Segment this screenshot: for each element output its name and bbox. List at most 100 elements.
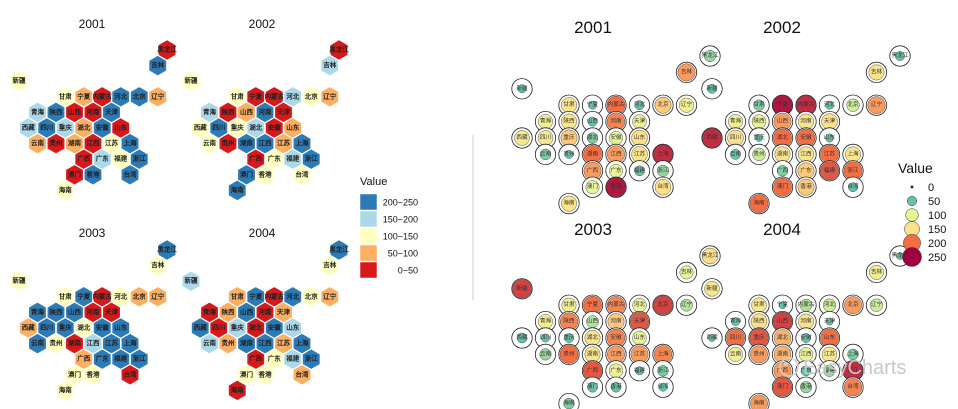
bubble-label: 河北 [824,300,836,308]
bubble-point [701,247,719,265]
hex-cell [83,301,103,324]
hex-cell-label: 西藏 [194,123,208,132]
bubble-label: 山东 [634,133,646,141]
hex-cell-label: 甘肃 [231,91,245,100]
hex-cell [93,348,112,370]
bubble-label: 江西 [800,150,812,157]
hex-cell [93,317,112,339]
hex-cell-label: 安徽 [96,123,110,132]
hex-cell [283,86,302,108]
hex-cell-label: 北京 [133,291,147,300]
hex-panel-title: 2001 [79,17,106,31]
hex-cell-label: 澳门 [240,169,254,178]
hex-cell [200,132,219,155]
hex-cell-label: 黑龙江 [157,245,177,254]
bubble-label: 甘肃 [563,300,575,308]
bubble-label: 云南 [540,349,552,357]
hex-cell-label: 重庆 [231,323,245,332]
hex-cell-label: 河南 [87,107,101,116]
bubble-label: 青海 [540,117,552,125]
bubble-label: 天津 [634,118,646,125]
bubble-label: 内蒙古 [798,300,815,308]
bubble-label: 江苏 [634,349,646,357]
bubble-label: 浙江 [657,366,669,374]
hex-cell-label: 山西 [68,107,82,116]
bubble-label: 湖南 [587,149,599,157]
bubble-label: 吉林 [681,267,693,275]
hex-cell-label: 新疆 [185,276,199,285]
hex-cell [74,317,93,339]
hex-cell [283,286,302,308]
bubble-label: 海南 [753,199,765,207]
hex-cell [74,148,93,170]
hex-cell [130,286,149,308]
hex-cell [102,301,121,324]
hex-cell [292,132,312,155]
hex-cell [120,364,140,386]
hex-cell [246,317,265,339]
bubble-point [801,333,811,343]
bubble-label: 香港 [610,182,622,190]
bubble-point [514,130,530,146]
hex-cell [157,39,177,61]
bubble-label: 江西 [610,350,622,357]
hex-cell [56,286,75,308]
bubble-label: 宁夏 [777,300,789,308]
bubble-label: 新疆 [706,284,718,292]
bubble-label: 四川 [730,134,741,141]
bubble-point [797,178,815,196]
hex-cell [274,332,293,355]
hex-cell [237,364,256,386]
bubble-label: 山东 [634,333,646,341]
hex-cell [83,101,103,124]
bubble-legend-key [905,208,919,222]
bubble-point [844,296,862,315]
bubble-point [564,150,574,159]
hex-cell-label: 湖北 [249,123,263,132]
hex-cell [255,101,275,124]
hex-cell [218,101,238,124]
bubble-label: 重庆 [753,133,765,141]
hex-cell [265,286,284,308]
hex-cell [130,148,149,170]
hex-cell [65,101,84,124]
hex-cell-label: 甘肃 [59,91,73,100]
hex-cell-label: 新疆 [13,76,27,85]
hex-cell-label: 广西 [77,154,91,163]
bubble-point [730,149,741,160]
bubble-point [776,165,789,177]
bubble-label: 甘肃 [563,100,575,108]
bubble-label: 甘肃 [753,300,765,308]
hex-cell [237,164,256,186]
bubble-label: 广东 [800,166,812,174]
bubble-label: 云南 [730,149,742,157]
hex-cell-label: 广东 [268,154,282,163]
hex-cell [111,148,130,170]
hex-cell-label: 四川 [212,124,225,132]
bubble-label: 四川 [730,334,741,341]
hex-cell [292,364,312,386]
bubble-label: 重庆 [563,133,575,141]
hex-cell [246,86,265,108]
bubble-point [654,179,672,196]
bubble-point [702,128,722,148]
hex-cell-label: 河北 [114,91,128,100]
hex-legend-label: 150~200 [383,215,418,225]
hex-cell [120,132,140,155]
hex-cell-label: 内蒙古 [93,91,113,100]
bubble-point [825,133,834,143]
hex-cell [265,117,284,139]
bubble-label: 北京 [657,100,669,108]
hex-cell [65,332,84,355]
bubble-label: 吉林 [871,267,883,275]
hex-cell [228,379,247,402]
bubble-point [847,348,859,361]
bubble-label: 湖北 [777,333,789,341]
hex-cell-label: 云南 [203,338,217,347]
hex-cell [83,332,103,355]
hex-cell [56,317,75,339]
hex-legend-swatch [359,193,378,211]
bubble-label: 广西 [587,366,599,374]
